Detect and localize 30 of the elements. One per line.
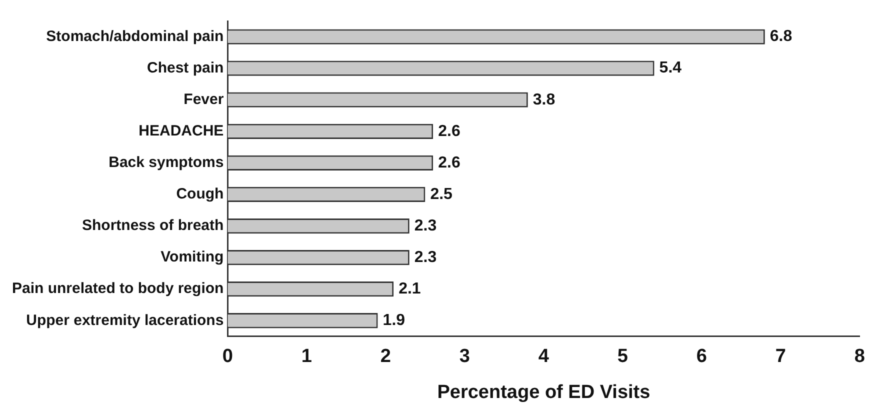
y-tick-label: Upper extremity lacerations <box>26 312 224 329</box>
x-tick-label: 6 <box>696 346 707 368</box>
x-tick-label: 5 <box>617 346 628 368</box>
x-tick-label: 1 <box>301 346 312 368</box>
y-tick-label: Vomiting <box>160 248 224 266</box>
y-tick-label: Cough <box>176 186 224 203</box>
x-tick-label: 4 <box>538 346 550 368</box>
y-tick-label: Shortness of breath <box>82 217 224 234</box>
y-tick-label: HEADACHE <box>138 122 224 140</box>
y-tick-label: Pain unrelated to body region <box>12 280 224 298</box>
data-label: 2.6 <box>438 154 460 172</box>
x-tick-label: 3 <box>459 346 470 368</box>
data-label: 2.3 <box>414 217 437 234</box>
y-tick-label: Back symptoms <box>108 154 224 172</box>
data-label: 2.3 <box>414 248 437 266</box>
data-label: 3.8 <box>532 91 556 108</box>
x-tick-label: 8 <box>854 346 866 368</box>
data-label: 2.5 <box>430 186 453 203</box>
data-label: 1.9 <box>382 312 406 330</box>
x-tick-label: 2 <box>380 346 391 368</box>
x-tick-label: 7 <box>775 346 786 368</box>
data-label: 5.4 <box>659 60 682 77</box>
data-label: 2.1 <box>398 280 421 298</box>
y-tick-label: Stomach/abdominal pain <box>46 28 224 45</box>
data-label: 2.6 <box>438 122 460 140</box>
x-tick-label: 0 <box>222 346 233 368</box>
y-tick-label: Fever <box>184 90 224 108</box>
data-label: 6.8 <box>770 28 792 46</box>
y-tick-label: Chest pain <box>146 59 224 76</box>
x-axis-title: Percentage of ED Visits <box>437 382 650 403</box>
